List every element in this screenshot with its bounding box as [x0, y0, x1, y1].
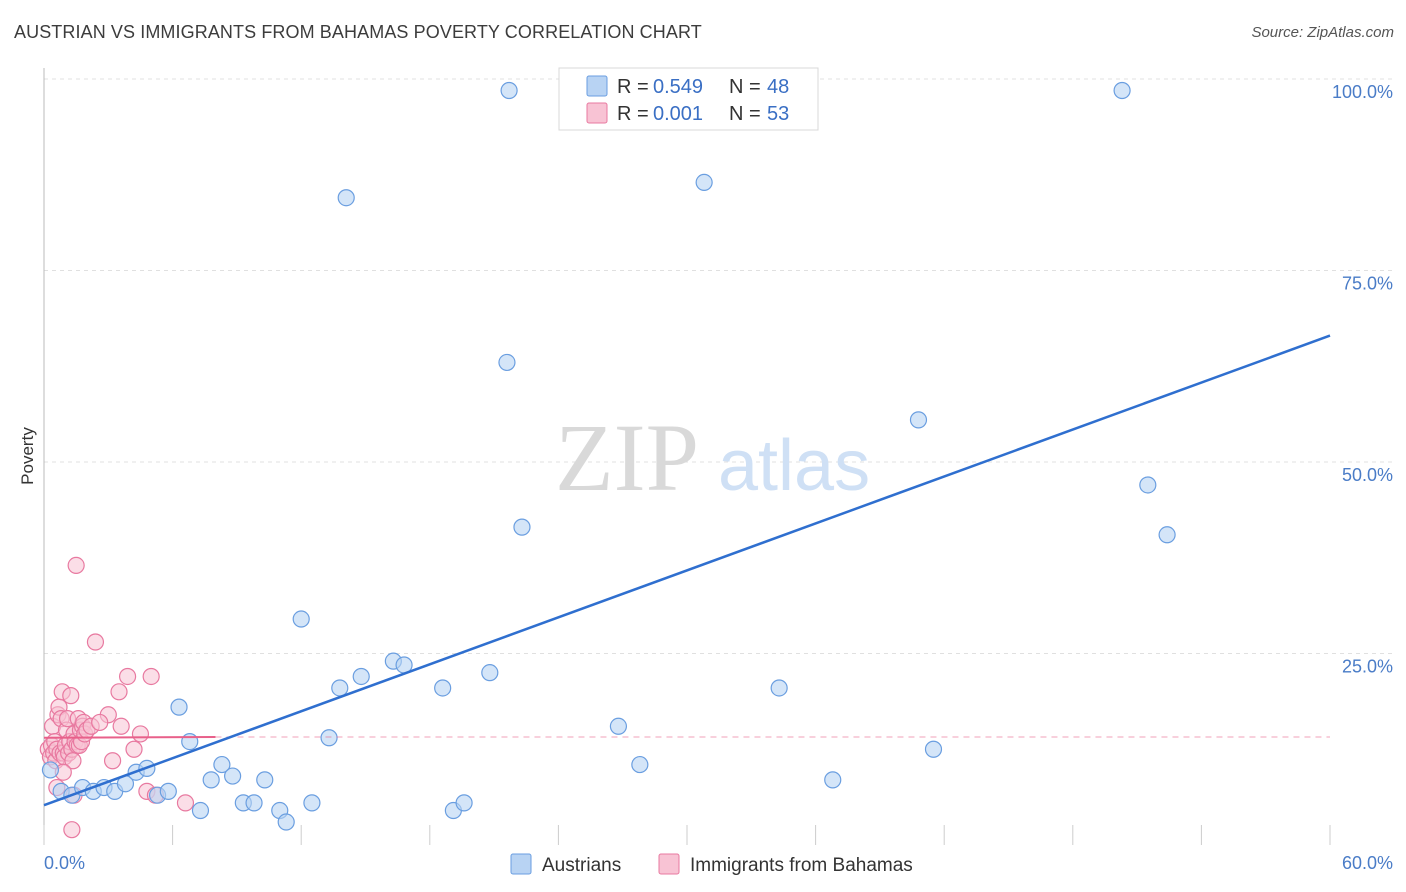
legend-row-austrians: R = 0.549 N = 48 [586, 75, 789, 98]
immigrants-bahamas-points [39, 556, 195, 839]
bahamas-point [91, 713, 109, 732]
austrians-point [213, 755, 231, 774]
grid-lines [44, 78, 1395, 654]
y-tick-label: 25.0% [1342, 657, 1393, 677]
austrians-point [202, 771, 220, 789]
austrians-point [609, 717, 628, 735]
bahamas-point [131, 725, 150, 743]
trend-lines [43, 334, 1331, 807]
y-tick-label: 50.0% [1342, 465, 1393, 485]
bahamas-point [142, 667, 160, 686]
watermark-zip: ZIP [555, 404, 699, 511]
austrians-point [159, 782, 177, 800]
austrians-point [824, 771, 842, 789]
austrians-point [320, 729, 338, 747]
austrians-point [500, 81, 518, 100]
bahamas-point [110, 683, 128, 701]
watermark-atlas: atlas [718, 426, 870, 506]
chart-title: AUSTRIAN VS IMMIGRANTS FROM BAHAMAS POVE… [14, 22, 702, 42]
bahamas-point [103, 752, 122, 770]
austrians-point [481, 664, 499, 682]
austrians-point [498, 353, 516, 372]
bahamas-point [67, 556, 85, 575]
y-axis-label: Poverty [18, 427, 37, 485]
bahamas-point [62, 687, 80, 705]
austrians-point [256, 771, 274, 789]
austrians-point [1139, 476, 1157, 494]
legend-n-label-2: N = [729, 103, 761, 125]
legend-bahamas-swatch [658, 853, 680, 875]
austrians-point [455, 794, 473, 812]
austrians-point [434, 679, 452, 697]
legend-swatch-blue [586, 75, 608, 97]
bahamas-point [125, 740, 143, 758]
austrians-point [352, 667, 370, 686]
legend-n-value-1: 48 [767, 76, 789, 98]
y-tick-label: 100.0% [1332, 82, 1393, 102]
legend-r-value-1: 0.549 [653, 76, 703, 98]
chart-source: Source: ZipAtlas.com [1251, 24, 1394, 41]
austrians-point [277, 813, 295, 831]
legend-n-value-2: 53 [767, 103, 789, 125]
austrians-point [631, 755, 649, 774]
austrians-point [170, 698, 188, 716]
y-tick-label: 75.0% [1342, 274, 1393, 294]
legend-swatch-pink [586, 102, 608, 124]
austrians-point [181, 732, 199, 751]
legend-r-value-2: 0.001 [653, 103, 703, 125]
x-tick-label-min: 0.0% [44, 853, 85, 873]
legend-r-label-2: R = [617, 103, 649, 125]
watermark: ZIP atlas [555, 404, 870, 511]
austrians-point [191, 801, 210, 820]
legend-r-label-1: R = [617, 76, 649, 98]
series-legend: Austrians Immigrants from Bahamas [510, 853, 913, 876]
austrians-point [224, 767, 242, 785]
austrians-point [513, 518, 531, 536]
legend-bahamas-label: Immigrants from Bahamas [690, 855, 913, 876]
x-tick-label-max: 60.0% [1342, 853, 1393, 873]
bahamas-point [63, 821, 81, 839]
austrians-point [924, 740, 943, 758]
bahamas-trend-line [43, 735, 216, 739]
austrians-point [909, 411, 928, 429]
bahamas-point [118, 667, 137, 686]
austrians-point [303, 794, 321, 812]
austrians-point [695, 173, 713, 192]
austrians-point [41, 761, 60, 779]
austrians-point [292, 610, 310, 628]
austrians-point [1158, 526, 1176, 544]
austrians-point [245, 794, 263, 812]
legend-austrians-swatch [510, 853, 532, 875]
austrians-point [331, 679, 349, 697]
austrians-point [1113, 81, 1131, 100]
austrians-point [337, 189, 355, 207]
austrians-trend-line [43, 334, 1331, 807]
correlation-legend: R = 0.549 N = 48 R = 0.001 N = 53 [558, 67, 819, 131]
bahamas-point [112, 717, 130, 735]
axes: 25.0% 50.0% 75.0% 100.0% 0.0% 60.0% [43, 68, 1393, 873]
bahamas-point [176, 794, 195, 812]
legend-n-label-1: N = [729, 76, 761, 98]
austrians-point [770, 679, 788, 697]
legend-row-bahamas: R = 0.001 N = 53 [586, 102, 789, 125]
legend-austrians-label: Austrians [542, 855, 621, 876]
bahamas-point [86, 633, 105, 651]
